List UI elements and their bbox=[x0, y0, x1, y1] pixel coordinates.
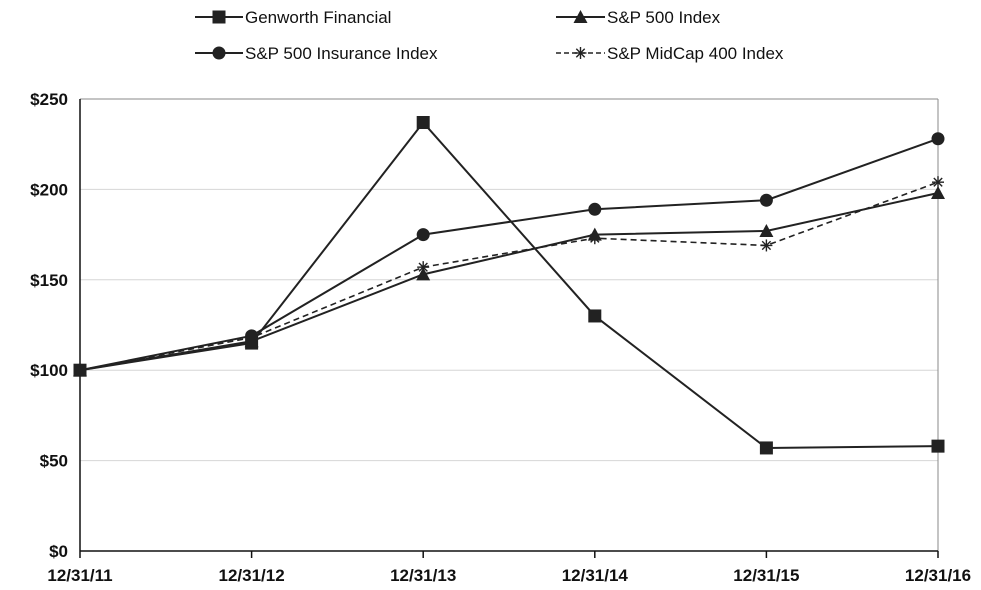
legend-item: S&P 500 Insurance Index bbox=[195, 44, 438, 63]
square-marker bbox=[759, 441, 773, 455]
legend-label: Genworth Financial bbox=[245, 8, 391, 27]
legend-label: S&P 500 Index bbox=[607, 8, 721, 27]
triangle-marker bbox=[416, 267, 431, 281]
series-genworth-financial bbox=[73, 116, 945, 455]
y-tick-label: $150 bbox=[30, 271, 68, 290]
x-tick-label: 12/31/12 bbox=[219, 566, 285, 585]
square-marker bbox=[212, 10, 226, 24]
circle-marker bbox=[212, 46, 226, 60]
triangle-marker bbox=[587, 227, 602, 241]
series-line bbox=[79, 181, 939, 371]
circle-marker bbox=[931, 132, 945, 146]
series-lines bbox=[73, 116, 945, 455]
circle-marker bbox=[416, 228, 430, 242]
square-marker bbox=[245, 336, 259, 350]
legend: Genworth Financial S&P 500 Index S&P 500 I… bbox=[195, 8, 784, 63]
asterisk-marker bbox=[574, 47, 587, 59]
asterisk-marker bbox=[760, 239, 773, 252]
legend-item: S&P MidCap 400 Index bbox=[556, 44, 784, 63]
series-line bbox=[79, 120, 939, 449]
legend-item: S&P 500 Index bbox=[556, 8, 721, 27]
circle-marker bbox=[759, 193, 773, 207]
x-tick-label: 12/31/16 bbox=[905, 566, 971, 585]
axes bbox=[79, 98, 939, 552]
triangle-marker bbox=[573, 10, 588, 23]
series-line bbox=[79, 137, 939, 372]
triangle-marker bbox=[931, 186, 945, 200]
x-tick-label: 12/31/14 bbox=[562, 566, 629, 585]
triangle-marker bbox=[759, 223, 774, 237]
x-axis-ticks: 12/31/11 12/31/12 12/31/13 12/31/14 12/31/15… bbox=[47, 551, 971, 585]
y-tick-label: $0 bbox=[49, 542, 68, 561]
y-tick-label: $250 bbox=[30, 90, 68, 109]
square-marker bbox=[931, 439, 945, 453]
circle-marker bbox=[588, 202, 602, 216]
y-tick-label: $50 bbox=[40, 452, 68, 471]
square-marker bbox=[416, 116, 430, 130]
legend-label: S&P 500 Insurance Index bbox=[245, 44, 438, 63]
x-tick-label: 12/31/11 bbox=[47, 566, 112, 585]
y-tick-label: $100 bbox=[30, 361, 68, 380]
series-line bbox=[79, 192, 939, 372]
square-marker bbox=[73, 363, 87, 377]
square-marker bbox=[588, 309, 602, 323]
series-s-p-500-index bbox=[73, 186, 945, 377]
legend-label: S&P MidCap 400 Index bbox=[607, 44, 784, 63]
y-tick-label: $200 bbox=[30, 180, 68, 199]
x-tick-label: 12/31/15 bbox=[733, 566, 799, 585]
legend-item: Genworth Financial bbox=[195, 8, 391, 27]
gridlines bbox=[80, 98, 938, 462]
y-axis-ticks: $0 $50 $100 $150 $200 $250 bbox=[30, 90, 68, 561]
x-tick-label: 12/31/13 bbox=[390, 566, 456, 585]
